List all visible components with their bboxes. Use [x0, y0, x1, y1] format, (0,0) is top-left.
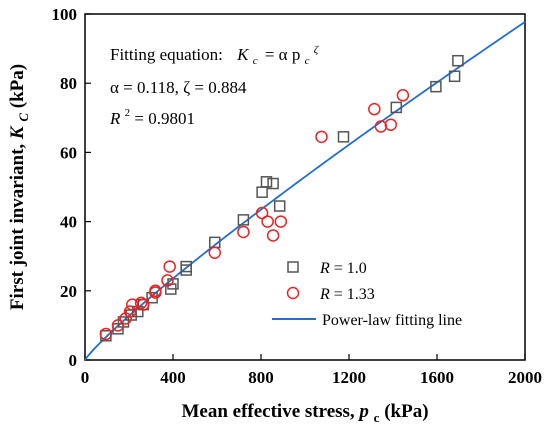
y-axis-title: First joint invariant, K C (kPa) — [7, 64, 33, 310]
y-axis-title-sub: C — [16, 113, 31, 122]
point-r133 — [315, 130, 328, 144]
fit-label: Fitting equation: — [110, 45, 223, 64]
point-r133 — [119, 312, 132, 325]
r2-sup: 2 — [125, 107, 131, 119]
legend-r1-var: R — [319, 260, 330, 277]
axis-ticks: 0 400 800 1200 1600 2000 0 20 40 60 80 100 — [52, 5, 543, 387]
y-tick-label: 40 — [60, 213, 77, 232]
legend-r133-val: = 1.33 — [334, 286, 375, 303]
svg-text:R 2 = 0.9801: R 2 = 0.9801 — [109, 101, 195, 128]
plot-frame — [84, 13, 526, 361]
point-r133 — [149, 284, 162, 298]
points-layer — [99, 54, 464, 342]
legend-r1-val: = 1.0 — [334, 260, 367, 277]
x-axis-title-main: Mean effective stress, — [181, 401, 359, 422]
plot-area — [84, 13, 526, 361]
x-tick-label: 0 — [81, 368, 90, 387]
point-r133 — [396, 89, 410, 102]
x-tick-label: 2000 — [508, 368, 542, 387]
legend: R = 1.0 R = 1.33 Power-law fitting line — [272, 260, 462, 329]
point-r133 — [137, 298, 150, 311]
equation-rhs-sub: c — [305, 55, 310, 67]
point-r1 — [452, 54, 464, 67]
point-r1 — [237, 214, 250, 226]
point-r1 — [390, 101, 403, 114]
legend-fit-label: Power-law fitting line — [322, 312, 462, 329]
point-r133 — [163, 260, 176, 273]
y-tick-label: 20 — [60, 282, 77, 301]
point-r1 — [448, 70, 461, 83]
point-r133 — [99, 327, 113, 341]
r2-lhs: R — [109, 109, 121, 128]
point-r133 — [123, 305, 137, 318]
x-tick-label: 800 — [248, 368, 274, 387]
point-r133 — [274, 215, 288, 228]
y-tick-label: 60 — [60, 143, 77, 162]
point-r133 — [134, 296, 148, 310]
svg-text:R = 1.0: R = 1.0 — [319, 260, 367, 277]
x-axis-title: Mean effective stress, p c (kPa) — [181, 401, 428, 427]
x-axis-title-unit: (kPa) — [384, 401, 428, 422]
point-r133 — [261, 215, 274, 228]
point-r1 — [180, 260, 192, 273]
x-tick-label: 1200 — [332, 368, 366, 387]
legend-marker-square — [287, 261, 299, 273]
legend-marker-circle — [286, 286, 300, 300]
point-r133 — [374, 120, 388, 133]
point-r1 — [430, 80, 442, 93]
y-tick-label: 0 — [69, 351, 78, 370]
y-axis-title-main: First joint invariant, — [7, 139, 28, 310]
equation-lhs-sub: c — [253, 55, 258, 67]
point-r1 — [260, 176, 273, 188]
x-tick-label: 400 — [160, 368, 186, 387]
r2-rhs: = 0.9801 — [134, 109, 195, 128]
point-r1 — [256, 186, 268, 198]
equation-rhs: = α p — [265, 45, 301, 64]
y-axis-title-unit: (kPa) — [7, 64, 28, 108]
x-axis-title-var: p — [357, 401, 369, 422]
point-r133 — [208, 246, 222, 259]
svg-text:Fitting equation: K: Fitting equation: K c = α p c ζ — [110, 44, 320, 68]
point-r133 — [368, 102, 381, 116]
point-r1 — [337, 131, 350, 143]
point-r133 — [384, 118, 398, 131]
point-r133 — [255, 206, 269, 220]
y-tick-label: 80 — [60, 74, 77, 93]
fit-line-layer — [84, 21, 526, 361]
fit-line — [84, 21, 526, 361]
fit-params: α = 0.118, ζ = 0.884 — [110, 78, 247, 97]
svg-text:R = 1.33: R = 1.33 — [319, 286, 375, 303]
x-axis-title-sub: c — [374, 410, 380, 425]
y-tick-label: 100 — [52, 5, 78, 24]
equation-rhs-sup: ζ — [314, 44, 320, 56]
annotation: Fitting equation: K c = α p c ζ α = 0.11… — [109, 44, 320, 128]
point-r133 — [266, 229, 280, 242]
point-r133 — [237, 225, 250, 239]
x-tick-label: 1600 — [420, 368, 454, 387]
point-r133 — [161, 274, 174, 287]
point-r1 — [273, 200, 286, 212]
y-axis-title-var: K — [7, 125, 28, 140]
equation-lhs: K — [236, 45, 250, 64]
point-r133 — [111, 319, 125, 332]
legend-r133-var: R — [319, 286, 330, 303]
point-r1 — [267, 177, 279, 190]
